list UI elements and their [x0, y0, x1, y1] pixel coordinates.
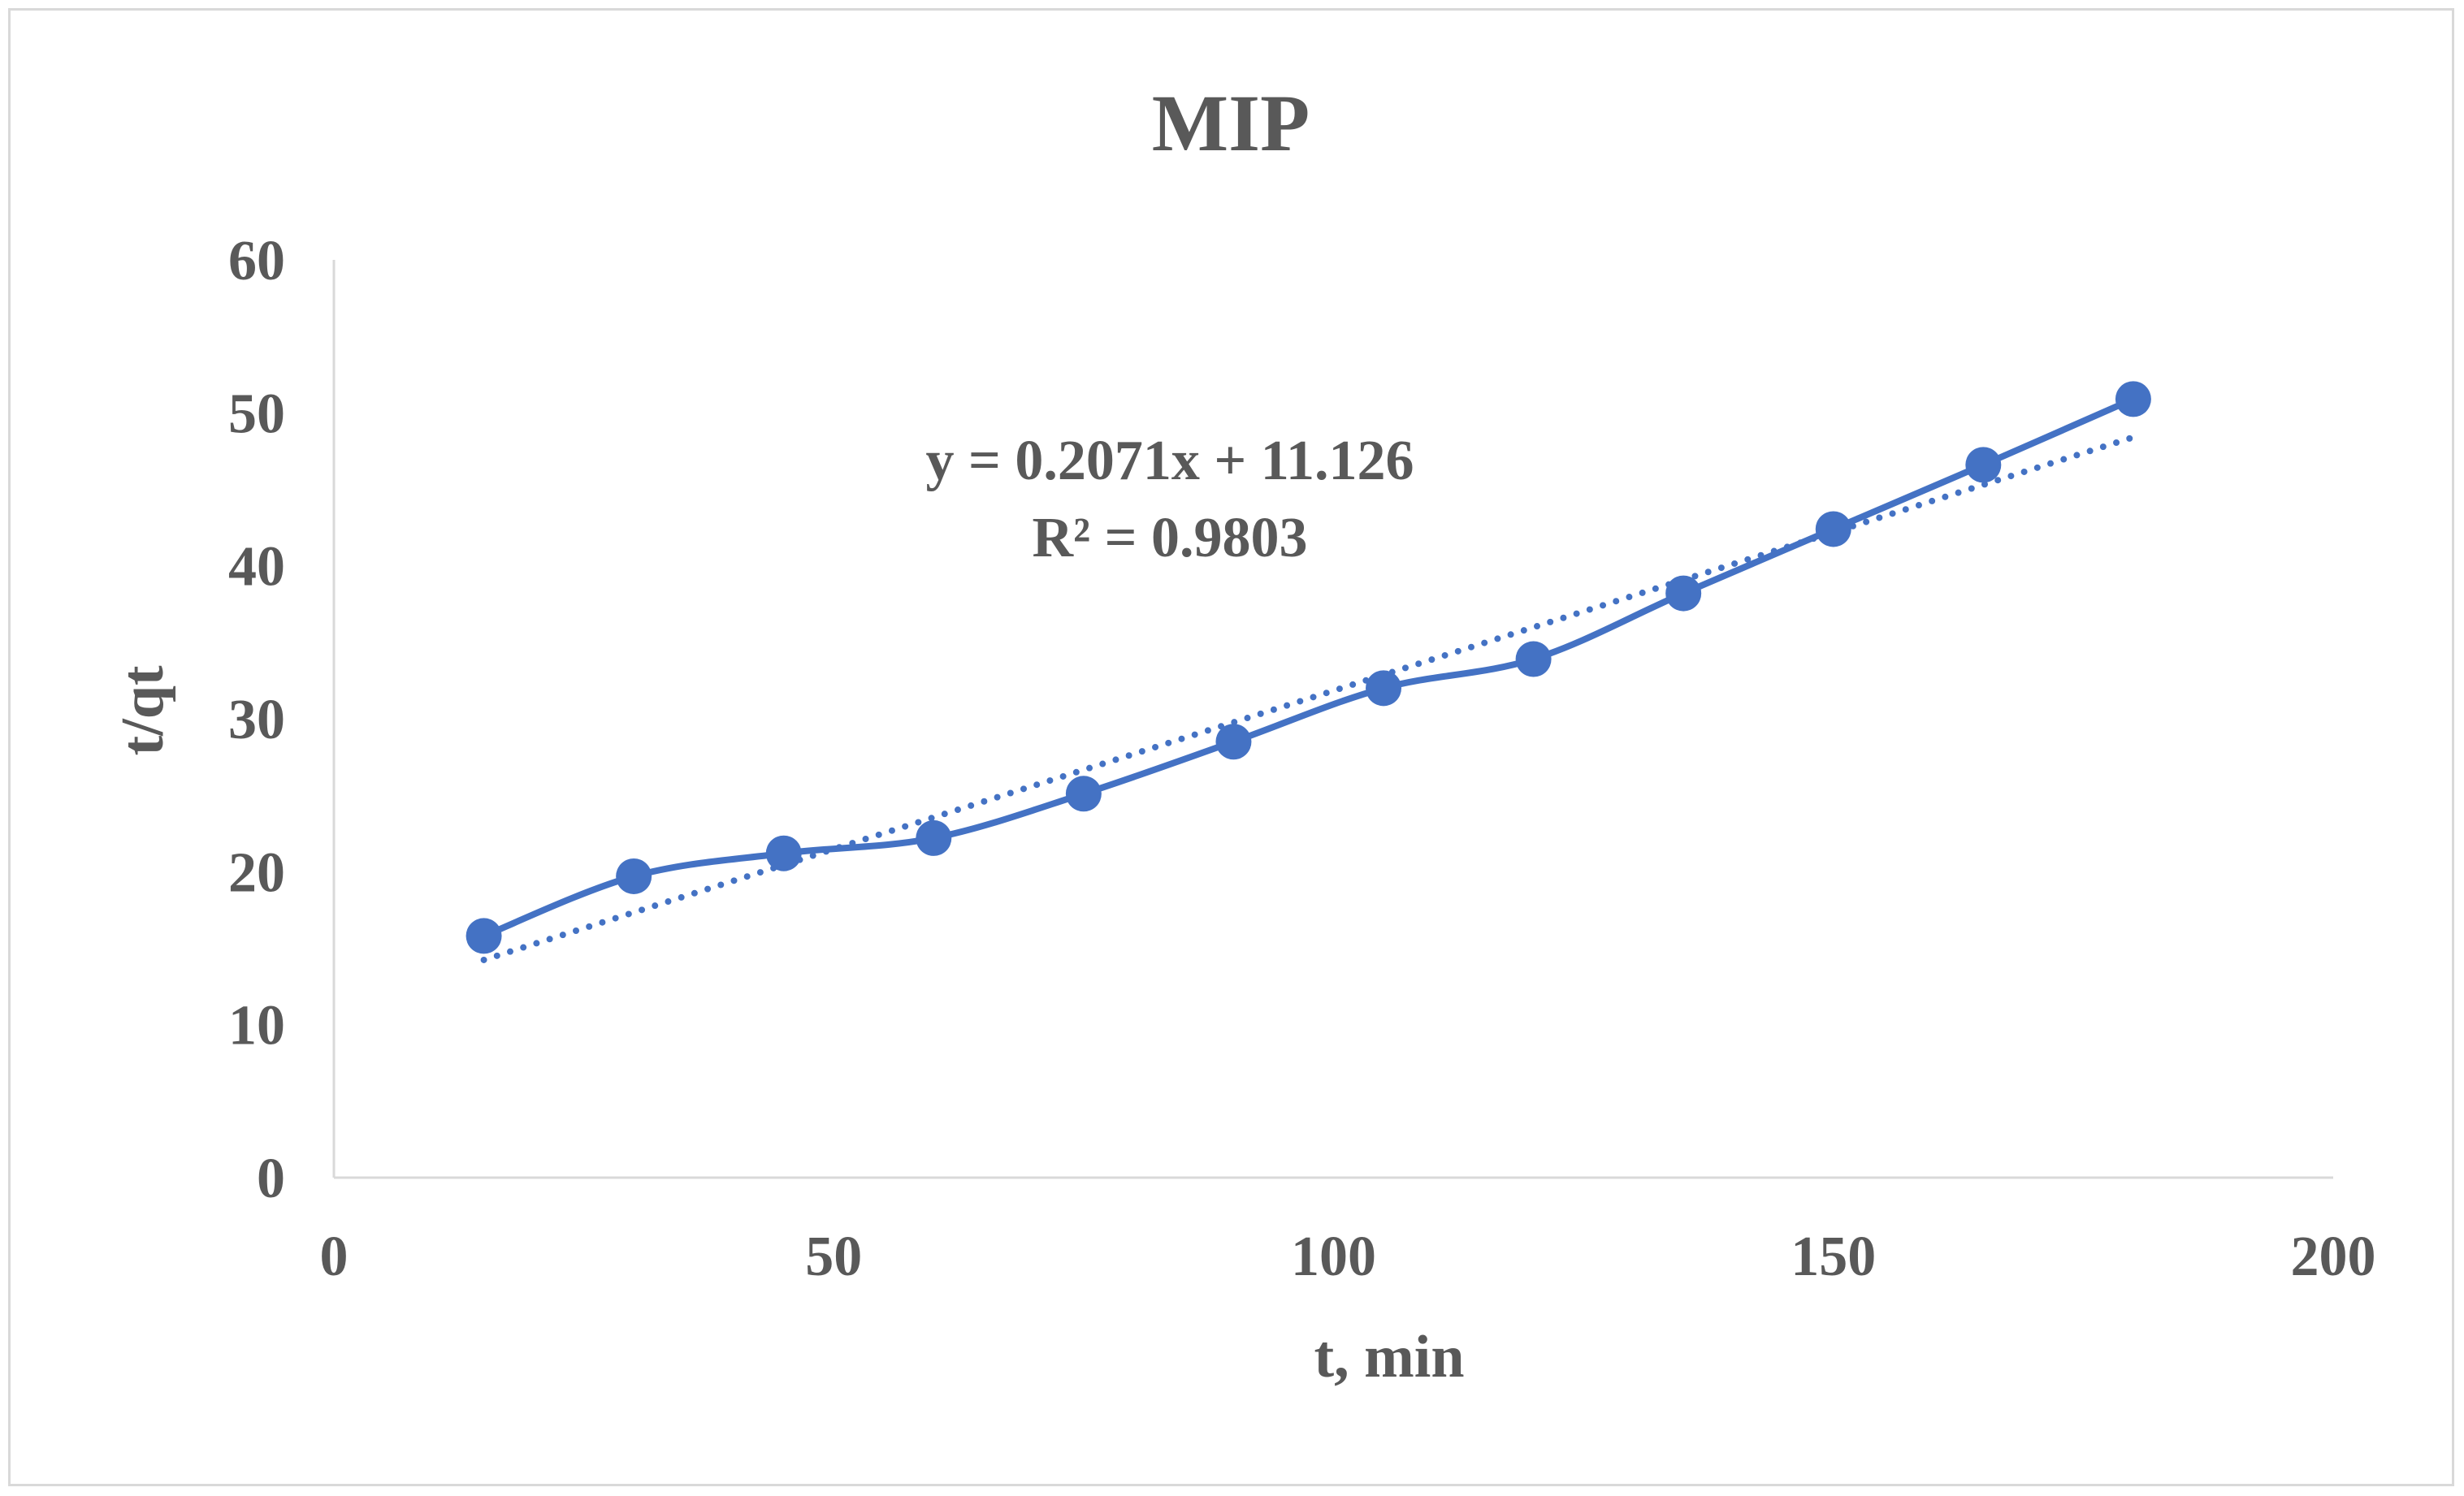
data-point [1065, 776, 1102, 812]
y-tick-label: 40 [228, 536, 285, 599]
data-point [765, 835, 802, 871]
trendline-r-squared: R² = 0.9803 [1033, 507, 1308, 569]
x-tick-label: 100 [1291, 1226, 1376, 1288]
x-tick-label: 50 [805, 1226, 862, 1288]
y-tick-labels: 0 10 20 30 40 50 60 [228, 230, 285, 1210]
y-tick-label: 0 [257, 1148, 285, 1210]
data-point [1665, 575, 1702, 612]
y-tick-label: 20 [228, 841, 285, 904]
data-point [466, 918, 502, 954]
data-point [2115, 381, 2151, 417]
y-axis-label: t/qt [110, 665, 176, 755]
series-line [483, 396, 2135, 940]
data-point [1815, 511, 1851, 547]
trendline-equation: y = 0.2071x + 11.126 [926, 430, 1414, 492]
data-point [1965, 447, 2002, 483]
data-point [616, 858, 652, 894]
data-point [1515, 641, 1552, 677]
chart-title: MIP [1152, 78, 1310, 168]
y-tick-label: 50 [228, 383, 285, 445]
data-point [916, 819, 952, 856]
x-axis-label: t, min [1314, 1324, 1465, 1390]
trendline [480, 434, 2137, 963]
x-tick-label: 0 [320, 1226, 349, 1288]
x-tick-label: 200 [2291, 1226, 2376, 1288]
data-point [1366, 670, 1402, 707]
data-point [1215, 724, 1252, 760]
data-points [466, 381, 2151, 954]
x-tick-labels: 0 50 100 150 200 [320, 1226, 2376, 1288]
y-tick-label: 10 [228, 995, 285, 1057]
y-tick-label: 30 [228, 689, 285, 751]
x-tick-label: 150 [1791, 1226, 1876, 1288]
y-tick-label: 60 [228, 230, 285, 292]
